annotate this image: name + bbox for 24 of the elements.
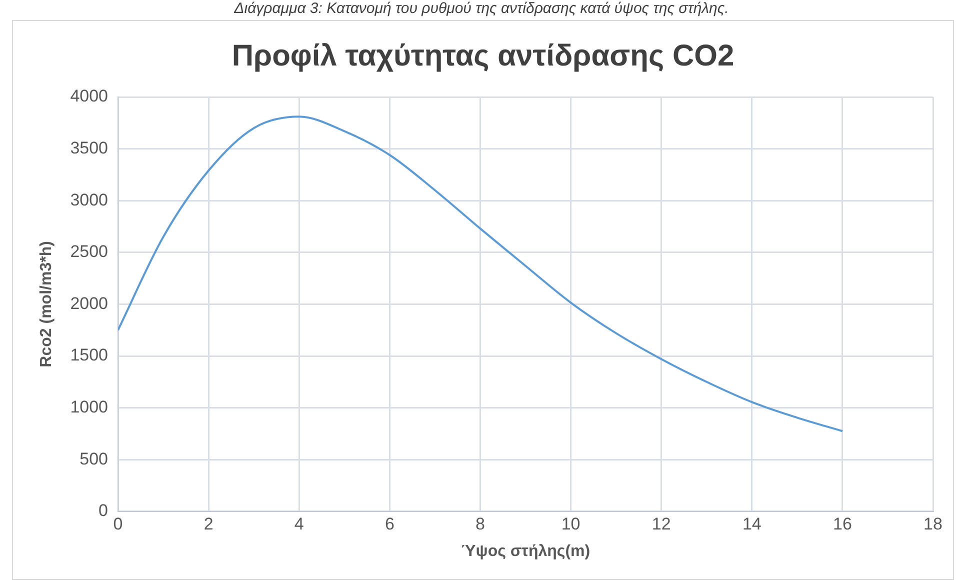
line-series bbox=[118, 116, 844, 432]
y-tick-label: 2500 bbox=[70, 242, 108, 262]
x-tick-label: 10 bbox=[561, 514, 580, 534]
y-axis-title: Rco2 (mol/m3*h) bbox=[38, 241, 56, 368]
x-tick-label: 16 bbox=[832, 514, 852, 534]
y-tick-label: 1000 bbox=[70, 397, 108, 416]
y-tick-label: 0 bbox=[98, 501, 108, 520]
y-tick-label: 3500 bbox=[70, 138, 108, 158]
x-tick-label: 2 bbox=[204, 514, 214, 534]
x-tick-label: 18 bbox=[924, 514, 942, 534]
x-tick-label: 14 bbox=[742, 514, 762, 534]
y-tick-label: 500 bbox=[80, 449, 108, 468]
x-tick-label: 6 bbox=[384, 514, 394, 534]
x-tick-label: 8 bbox=[476, 514, 485, 534]
y-tick-label: 4000 bbox=[70, 86, 108, 106]
y-tick-label: 3000 bbox=[70, 190, 108, 210]
y-tick-label: 2000 bbox=[70, 294, 108, 313]
y-tick-label: 1500 bbox=[70, 346, 108, 365]
text: Διάγραμμα 3: Κατανομή του ρυθμού της αντίδρασης κατά ύψος της στήλης. bbox=[232, 0, 730, 18]
x-axis-title: Ύψος στήλης(m) bbox=[460, 542, 590, 560]
x-tick-label: 0 bbox=[113, 514, 123, 534]
x-tick-label: 4 bbox=[294, 514, 304, 534]
chart-title: Προφίλ ταχύτητας αντίδρασης CO2 bbox=[232, 39, 734, 72]
x-tick-label: 12 bbox=[652, 514, 671, 534]
